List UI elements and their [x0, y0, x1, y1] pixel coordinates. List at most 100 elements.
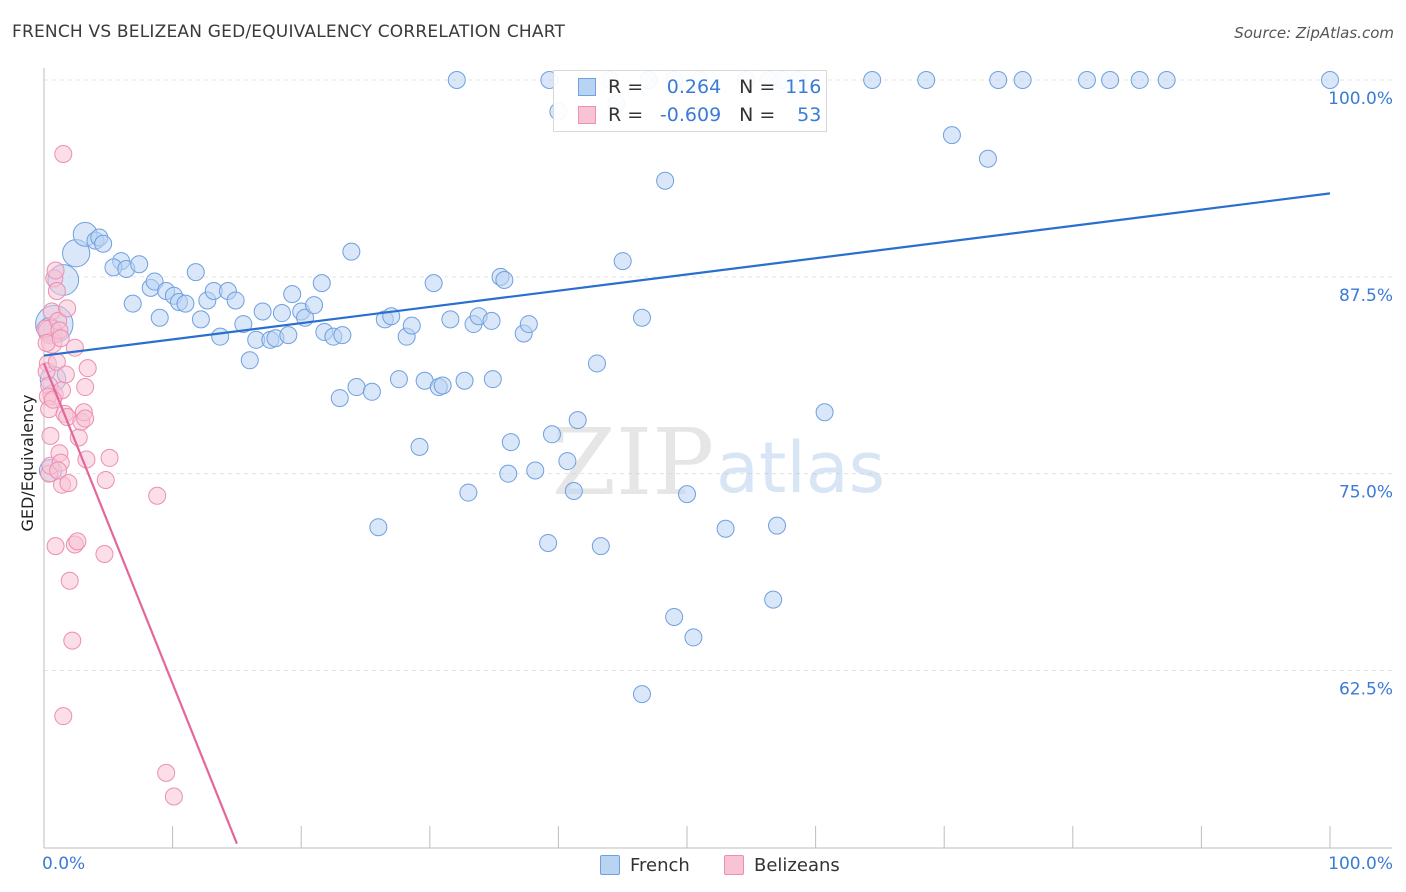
data-point	[678, 485, 696, 504]
data-point	[272, 304, 291, 323]
data-point	[63, 631, 82, 650]
r-label: R =	[608, 104, 644, 126]
belizeans-legend-swatch	[724, 855, 744, 875]
data-point	[942, 126, 961, 145]
stats-legend: R = 0.264 N = 116 R = -0.609 N = 53	[553, 70, 827, 132]
n-value: 116	[785, 76, 822, 98]
chart-source: Source: ZipAtlas.com	[1234, 24, 1394, 42]
data-point	[519, 315, 538, 334]
french-swatch	[578, 78, 596, 96]
data-point	[41, 426, 60, 445]
y-tick-label: 100.0%	[1328, 89, 1393, 109]
data-point	[402, 316, 421, 335]
data-point	[51, 329, 70, 348]
data-point	[863, 71, 882, 89]
data-point	[424, 274, 443, 293]
data-point	[665, 607, 684, 626]
data-point	[96, 470, 115, 489]
data-point	[312, 274, 331, 293]
data-point	[495, 270, 514, 289]
data-point	[482, 311, 501, 330]
data-point	[186, 263, 205, 282]
data-point	[716, 519, 735, 538]
trend-line	[43, 192, 1331, 357]
data-point	[47, 282, 66, 301]
y-tick-label: 75.0%	[1339, 483, 1393, 503]
data-point	[989, 71, 1008, 89]
stats-row-belizeans: R = -0.609 N = 53	[554, 101, 821, 129]
y-axis-label: GED/Equivalency	[18, 394, 37, 531]
x-tick-label: 0.0%	[42, 854, 85, 874]
data-point	[441, 310, 460, 329]
legend-label-french: French	[630, 854, 690, 876]
legend-label-belizeans: Belizeans	[754, 854, 840, 876]
data-point	[591, 537, 610, 556]
data-point	[191, 310, 210, 329]
data-point	[54, 707, 73, 726]
axes	[43, 68, 1392, 849]
data-point	[56, 365, 75, 384]
y-tick-label: 87.5%	[1339, 286, 1393, 306]
data-point	[68, 532, 87, 551]
data-point	[499, 464, 518, 483]
r-label: R =	[608, 76, 644, 98]
data-point	[542, 425, 561, 444]
data-point	[211, 327, 230, 346]
data-point	[95, 544, 114, 563]
data-point	[342, 242, 361, 261]
data-point	[587, 354, 606, 373]
data-point	[558, 452, 577, 471]
data-point	[501, 433, 520, 452]
data-point	[526, 461, 545, 480]
data-point	[46, 261, 65, 280]
data-point	[253, 302, 272, 321]
french-legend-swatch	[600, 855, 620, 875]
gridlines	[44, 79, 1392, 671]
data-point	[279, 326, 298, 345]
data-point	[1157, 71, 1176, 89]
data-point	[1077, 71, 1096, 89]
data-point	[305, 296, 324, 315]
x-tick-label: 100.0%	[1328, 854, 1393, 874]
data-point	[54, 145, 73, 164]
data-point	[764, 590, 783, 609]
data-point	[347, 378, 366, 397]
trend-lines	[42, 192, 1331, 845]
data-point	[234, 315, 253, 334]
data-point	[410, 437, 429, 456]
data-point	[1321, 71, 1339, 89]
data-point	[433, 376, 452, 395]
data-point	[330, 389, 349, 408]
data-point	[94, 234, 113, 253]
belizeans-swatch	[578, 106, 596, 124]
data-point	[76, 409, 95, 428]
chart-title: FRENCH VS BELIZEAN GED/EQUIVALENCY CORRE…	[12, 22, 566, 42]
r-value: -0.609	[659, 104, 722, 126]
data-point	[613, 252, 632, 271]
series-legend: French Belizeans	[0, 852, 1406, 878]
data-point	[123, 294, 142, 313]
data-point	[564, 481, 583, 500]
data-point	[65, 338, 84, 357]
y-tick-label: 62.5%	[1339, 680, 1393, 700]
data-point	[684, 628, 703, 647]
stats-row-french: R = 0.264 N = 116	[554, 73, 821, 101]
data-point	[78, 359, 97, 378]
data-point	[76, 378, 95, 397]
data-point	[157, 763, 176, 782]
legend-item-french[interactable]: French	[600, 852, 690, 878]
data-point	[58, 299, 77, 318]
watermark: ZIP atlas	[552, 409, 885, 516]
data-point	[539, 533, 558, 552]
data-point	[483, 370, 502, 389]
data-point	[150, 308, 169, 327]
data-point	[568, 411, 587, 430]
data-point	[459, 483, 478, 502]
legend-item-belizeans[interactable]: Belizeans	[724, 852, 840, 878]
data-point	[632, 308, 651, 327]
tick-labels: 100.0% 87.5% 75.0% 62.5% 0.0% 100.0% GED/Equiv…	[18, 89, 1393, 874]
data-point	[362, 382, 381, 401]
n-label: N =	[739, 104, 776, 126]
data-point	[656, 171, 675, 190]
r-value: 0.264	[666, 76, 722, 98]
